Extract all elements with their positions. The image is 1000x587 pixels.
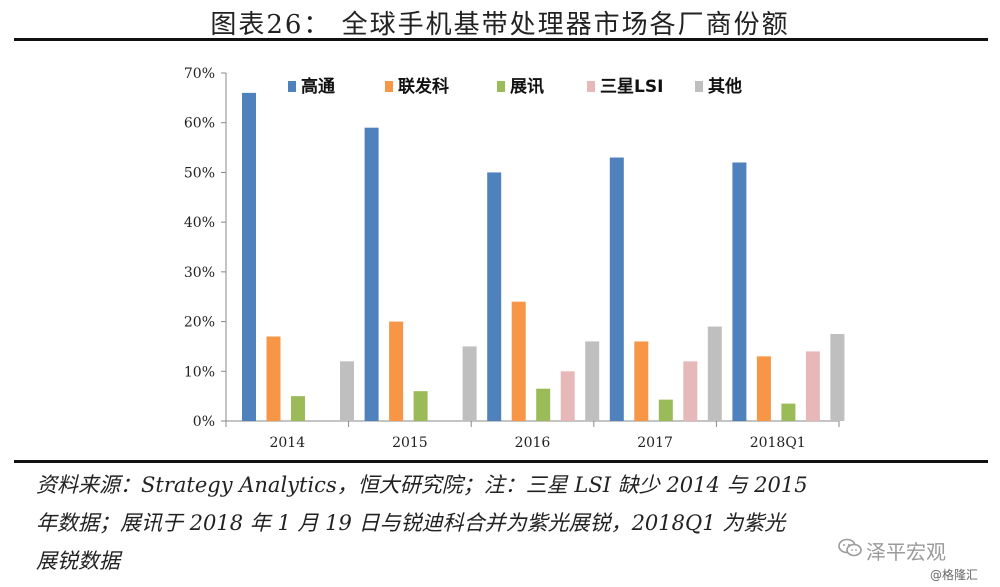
legend-label: 联发科 [398,76,449,97]
bar [511,301,526,421]
legend-swatch [385,81,393,92]
source-notes: 资料来源：Strategy Analytics，恒大研究院；注：三星 LSI 缺… [36,466,991,580]
bar-chart: 0% 10% 20% 30% 40% 50% 60% 70% 2014 2015 2016 2017… [184,66,845,451]
legend-label: 高通 [301,76,335,97]
bar [658,399,673,421]
bar [242,92,256,421]
y-tick-label: 40% [184,215,215,231]
x-tick-label: 2014 [269,435,305,451]
x-tick-label: 2015 [392,435,428,451]
bars [242,92,845,421]
legend-swatch [695,81,703,92]
y-axis: 0% 10% 20% 30% 40% 50% 60% 70% [184,66,227,430]
x-tick-label: 2016 [515,435,551,451]
bar [634,341,649,421]
source-note-line-3: 展锐数据 [36,549,120,573]
bar [340,361,354,421]
y-tick-label: 60% [184,116,215,132]
legend-swatch [587,81,595,92]
source-note-line-2: 年数据；展讯于 2018 年 1 月 19 日与锐迪科合并为紫光展锐，2018Q… [36,511,786,535]
bar [830,334,845,421]
bar [756,356,771,421]
legend-swatch [288,81,296,92]
bar [364,127,379,421]
legend-label: 其他 [708,76,742,97]
bottom-rule [14,460,988,463]
y-tick-label: 10% [184,364,215,380]
watermark-brand: 泽平宏观 [838,536,946,565]
bar [487,172,502,421]
bar [389,321,404,421]
top-rule [14,38,988,41]
y-tick-label: 20% [184,315,215,331]
y-tick-label: 30% [184,265,215,281]
y-tick-label: 0% [193,414,215,430]
bar [805,351,820,421]
bar [291,396,305,421]
y-tick-label: 50% [184,165,215,181]
bar [707,326,722,421]
bar [413,391,428,421]
bar [585,341,600,421]
bar [732,162,747,421]
legend-label: 三星LSI [600,77,663,97]
bar [560,371,575,421]
legend-label: 展讯 [510,77,544,97]
chart-title: 图表26： 全球手机基带处理器市场各厂商份额 [210,10,790,40]
source-note-line-1: 资料来源：Strategy Analytics，恒大研究院；注：三星 LSI 缺… [36,473,808,497]
legend: 高通 联发科 展讯 三星LSI 其他 [288,76,742,97]
x-axis: 2014 2015 2016 2017 2018Q1 [225,420,840,451]
bar [462,346,477,421]
bar [609,157,624,421]
x-tick-label: 2017 [637,435,673,451]
bar [781,403,796,421]
bar [266,336,281,421]
watermark-site: @格隆汇 [930,568,979,582]
legend-swatch [497,81,505,92]
y-tick-label: 70% [184,66,215,82]
watermark-brand-text: 泽平宏观 [866,540,946,564]
bar [536,388,551,421]
bar [683,361,698,421]
wechat-icon [838,538,862,563]
x-tick-label: 2018Q1 [750,435,806,451]
